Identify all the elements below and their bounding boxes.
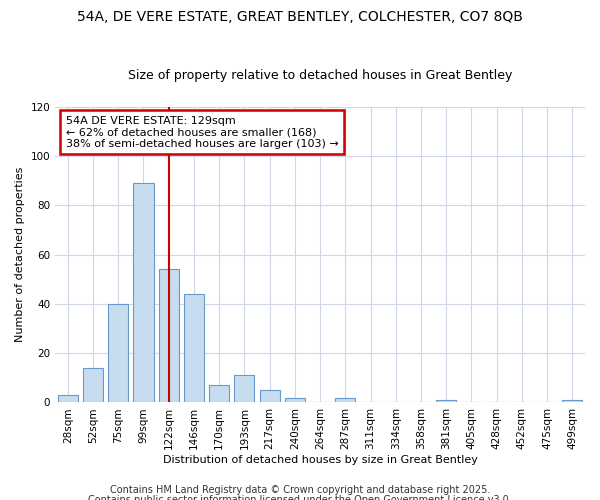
Bar xyxy=(108,304,128,402)
Bar xyxy=(83,368,103,402)
Bar xyxy=(158,270,179,402)
Title: Size of property relative to detached houses in Great Bentley: Size of property relative to detached ho… xyxy=(128,69,512,82)
Bar xyxy=(260,390,280,402)
Text: Contains public sector information licensed under the Open Government Licence v3: Contains public sector information licen… xyxy=(88,495,512,500)
Bar xyxy=(235,376,254,402)
Bar xyxy=(209,385,229,402)
Bar xyxy=(335,398,355,402)
Text: 54A, DE VERE ESTATE, GREAT BENTLEY, COLCHESTER, CO7 8QB: 54A, DE VERE ESTATE, GREAT BENTLEY, COLC… xyxy=(77,10,523,24)
Bar xyxy=(562,400,583,402)
Text: Contains HM Land Registry data © Crown copyright and database right 2025.: Contains HM Land Registry data © Crown c… xyxy=(110,485,490,495)
Bar xyxy=(58,395,78,402)
Bar xyxy=(436,400,457,402)
Text: 54A DE VERE ESTATE: 129sqm
← 62% of detached houses are smaller (168)
38% of sem: 54A DE VERE ESTATE: 129sqm ← 62% of deta… xyxy=(66,116,338,149)
Bar xyxy=(285,398,305,402)
Bar xyxy=(184,294,204,403)
X-axis label: Distribution of detached houses by size in Great Bentley: Distribution of detached houses by size … xyxy=(163,455,478,465)
Y-axis label: Number of detached properties: Number of detached properties xyxy=(15,167,25,342)
Bar xyxy=(133,183,154,402)
